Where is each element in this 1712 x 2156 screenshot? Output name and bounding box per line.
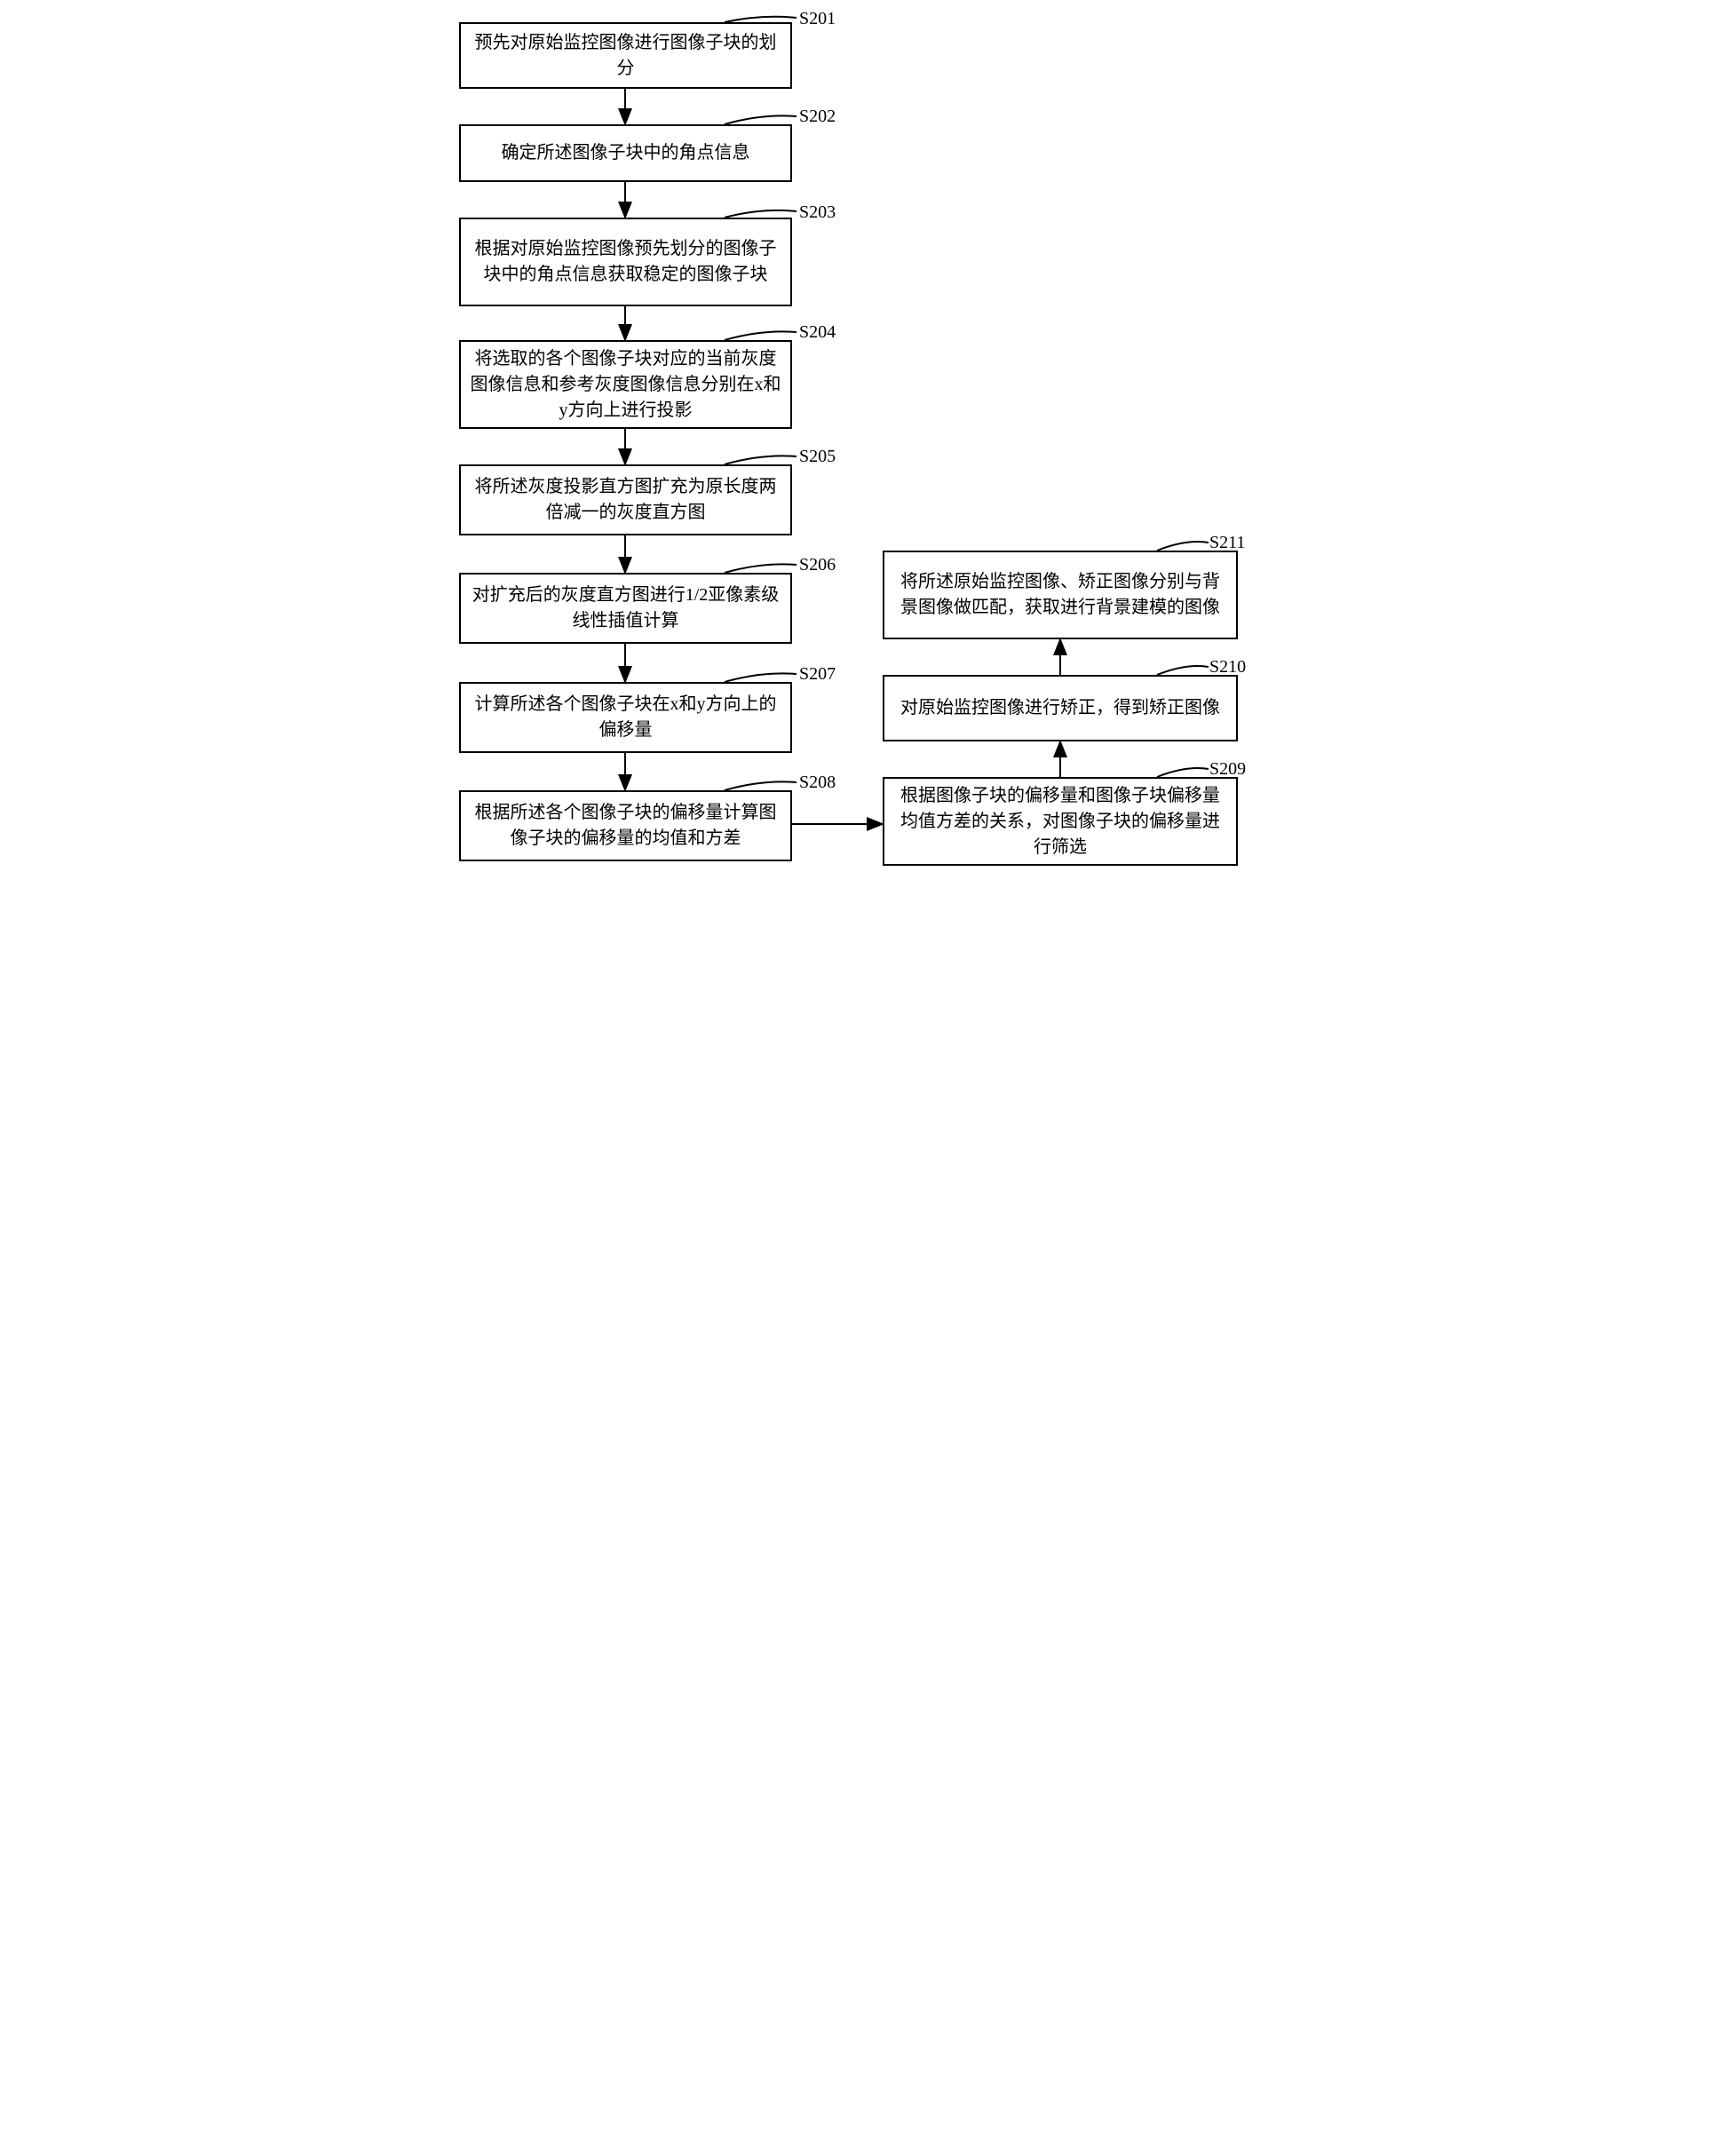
node-label-S203: S203 <box>799 202 836 223</box>
flowchart-node-S202: 确定所述图像子块中的角点信息 <box>459 124 792 182</box>
node-label-S205: S205 <box>799 447 836 467</box>
flowchart-node-S210: 对原始监控图像进行矫正，得到矫正图像 <box>883 675 1238 741</box>
label-connector <box>725 564 797 573</box>
label-connector <box>1157 666 1209 675</box>
flowchart-node-S208: 根据所述各个图像子块的偏移量计算图像子块的偏移量的均值和方差 <box>459 790 792 861</box>
flowchart-node-S211: 将所述原始监控图像、矫正图像分别与背景图像做匹配，获取进行背景建模的图像 <box>883 551 1238 639</box>
flowchart-node-S206: 对扩充后的灰度直方图进行1/2亚像素级线性插值计算 <box>459 573 792 644</box>
node-text: 预先对原始监控图像进行图像子块的划分 <box>470 30 781 82</box>
flowchart-node-S205: 将所述灰度投影直方图扩充为原长度两倍减一的灰度直方图 <box>459 464 792 535</box>
node-text: 确定所述图像子块中的角点信息 <box>502 140 750 166</box>
node-text: 根据图像子块的偏移量和图像子块偏移量均值方差的关系，对图像子块的偏移量进行筛选 <box>893 783 1227 860</box>
label-connector <box>725 781 797 790</box>
node-text: 将所述灰度投影直方图扩充为原长度两倍减一的灰度直方图 <box>470 474 781 526</box>
label-connector <box>725 115 797 124</box>
node-label-S206: S206 <box>799 555 836 575</box>
node-text: 对原始监控图像进行矫正，得到矫正图像 <box>900 695 1220 721</box>
label-connector <box>725 210 797 218</box>
label-connector <box>725 331 797 340</box>
flowchart-node-S201: 预先对原始监控图像进行图像子块的划分 <box>459 22 792 89</box>
node-label-S208: S208 <box>799 773 836 793</box>
node-label-S211: S211 <box>1209 533 1245 553</box>
node-label-S207: S207 <box>799 664 836 685</box>
node-label-S201: S201 <box>799 9 836 29</box>
label-connector <box>725 456 797 464</box>
flowchart-node-S209: 根据图像子块的偏移量和图像子块偏移量均值方差的关系，对图像子块的偏移量进行筛选 <box>883 777 1238 866</box>
label-connector <box>1157 542 1209 551</box>
node-label-S202: S202 <box>799 107 836 127</box>
node-text: 计算所述各个图像子块在x和y方向上的偏移量 <box>470 692 781 743</box>
flowchart-node-S203: 根据对原始监控图像预先划分的图像子块中的角点信息获取稳定的图像子块 <box>459 218 792 306</box>
node-text: 将所述原始监控图像、矫正图像分别与背景图像做匹配，获取进行背景建模的图像 <box>893 569 1227 621</box>
label-connector <box>1157 768 1209 777</box>
flowchart-node-S204: 将选取的各个图像子块对应的当前灰度图像信息和参考灰度图像信息分别在x和y方向上进… <box>459 340 792 429</box>
node-text: 将选取的各个图像子块对应的当前灰度图像信息和参考灰度图像信息分别在x和y方向上进… <box>470 346 781 424</box>
flowchart-node-S207: 计算所述各个图像子块在x和y方向上的偏移量 <box>459 682 792 753</box>
node-text: 对扩充后的灰度直方图进行1/2亚像素级线性插值计算 <box>470 583 781 634</box>
node-label-S209: S209 <box>1209 759 1246 780</box>
node-text: 根据对原始监控图像预先划分的图像子块中的角点信息获取稳定的图像子块 <box>470 236 781 288</box>
node-label-S210: S210 <box>1209 657 1246 678</box>
label-connector <box>725 673 797 682</box>
node-text: 根据所述各个图像子块的偏移量计算图像子块的偏移量的均值和方差 <box>470 800 781 852</box>
flowchart-canvas: 预先对原始监控图像进行图像子块的划分 S201 确定所述图像子块中的角点信息 S202… <box>428 0 1284 1078</box>
node-label-S204: S204 <box>799 322 836 343</box>
